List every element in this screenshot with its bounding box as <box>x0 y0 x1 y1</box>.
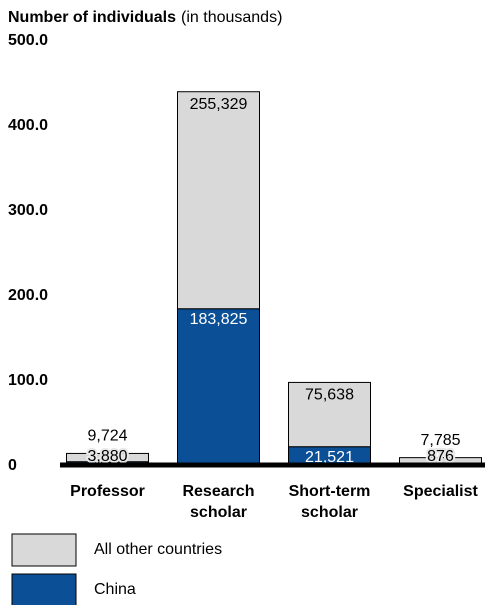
y-tick-label: 0 <box>8 457 17 474</box>
y-tick-label: 400.0 <box>8 117 48 134</box>
data-label: 183,825 <box>190 311 248 328</box>
bar-segment <box>288 381 371 448</box>
chart-subtitle: (in thousands) <box>181 9 282 26</box>
chart-title-text: Number of individuals <box>8 9 176 26</box>
y-tick-label: 200.0 <box>8 287 48 304</box>
legend-swatch <box>11 533 77 567</box>
x-tick-label: Short-term scholar <box>288 483 371 521</box>
bar-segment <box>177 91 260 310</box>
bar-segment <box>177 308 260 466</box>
y-tick-label: 100.0 <box>8 372 48 389</box>
y-tick-label: 500.0 <box>8 32 48 49</box>
x-tick-label: Professor <box>70 483 145 500</box>
data-label: 3,880 <box>87 448 127 465</box>
chart-title: Number of individuals (in thousands) <box>8 9 282 26</box>
data-label: 9,724 <box>87 428 127 445</box>
legend-label: All other countries <box>94 541 223 558</box>
y-tick-label: 300.0 <box>8 202 48 219</box>
x-tick-label: Specialist <box>403 483 478 500</box>
data-label: 7,785 <box>420 432 460 449</box>
legend-swatch <box>11 573 77 605</box>
data-label: 21,521 <box>305 449 354 466</box>
data-label: 876 <box>427 448 454 465</box>
bar-segment <box>66 452 149 463</box>
data-label: 255,329 <box>190 96 248 113</box>
x-tick-label: Research scholar <box>182 483 255 521</box>
data-label: 75,638 <box>305 387 354 404</box>
legend-label: China <box>94 581 136 598</box>
